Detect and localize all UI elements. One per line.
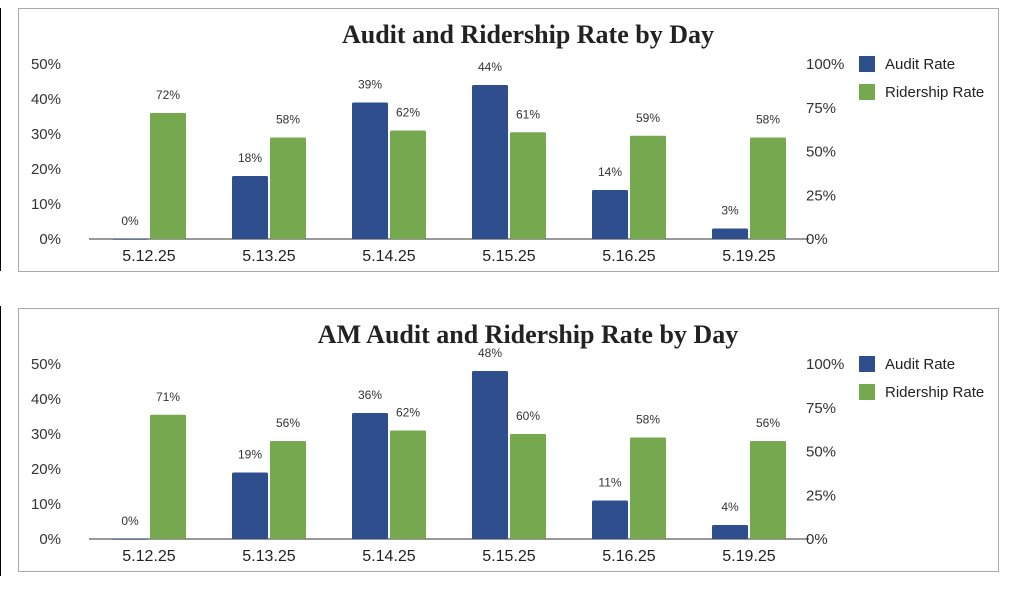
audit-rate-data-label: 0% xyxy=(121,514,139,528)
audit-rate-data-label: 3% xyxy=(721,204,739,218)
audit-rate-bar xyxy=(232,472,268,539)
y-left-tick-label: 50% xyxy=(31,356,61,373)
audit-rate-bar xyxy=(472,371,508,539)
audit-rate-data-label: 39% xyxy=(358,78,382,92)
audit-rate-legend-label: Audit Rate xyxy=(885,356,955,373)
ridership-rate-data-label: 58% xyxy=(636,413,660,427)
y-left-tick-label: 30% xyxy=(31,426,61,443)
chart-panel-daily: Audit and Ridership Rate by Day 0% 10% 20% 3… xyxy=(18,8,999,272)
ridership-rate-bar xyxy=(390,130,426,239)
ridership-rate-data-label: 58% xyxy=(276,113,300,127)
chart-title-am: AM Audit and Ridership Rate by Day xyxy=(318,320,738,349)
x-category-label: 5.12.25 xyxy=(122,548,175,565)
audit-rate-legend-swatch xyxy=(859,356,875,372)
ridership-rate-data-label: 60% xyxy=(516,409,540,423)
x-category-label: 5.15.25 xyxy=(482,248,535,265)
ridership-rate-bar xyxy=(390,430,426,539)
audit-rate-bar xyxy=(112,239,148,240)
ridership-rate-bar xyxy=(270,441,306,539)
y-right-tick-label: 25% xyxy=(806,487,836,504)
y-left-tick-label: 20% xyxy=(31,161,61,178)
x-category-label: 5.13.25 xyxy=(242,248,295,265)
ridership-rate-data-label: 72% xyxy=(156,88,180,102)
audit-rate-data-label: 0% xyxy=(121,214,139,228)
audit-rate-bar xyxy=(112,539,148,540)
audit-rate-bar xyxy=(232,176,268,239)
audit-rate-bar xyxy=(352,413,388,539)
chart-title-daily: Audit and Ridership Rate by Day xyxy=(342,20,714,49)
audit-rate-data-label: 14% xyxy=(598,165,622,179)
audit-rate-data-label: 18% xyxy=(238,151,262,165)
y-right-tick-label: 25% xyxy=(806,187,836,204)
audit-rate-data-label: 48% xyxy=(478,346,502,360)
ridership-rate-data-label: 62% xyxy=(396,406,420,420)
y-left-tick-label: 30% xyxy=(31,126,61,143)
chart-svg-am: AM Audit and Ridership Rate by Day 0% 10% 2… xyxy=(31,320,984,565)
y-right-tick-label: 75% xyxy=(806,100,836,117)
y-right-tick-label: 100% xyxy=(806,56,844,73)
y-right-tick-label: 75% xyxy=(806,400,836,417)
ridership-rate-data-label: 71% xyxy=(156,390,180,404)
y-right-tick-label: 50% xyxy=(806,444,836,461)
y-left-tick-label: 0% xyxy=(39,531,61,548)
ridership-rate-bar xyxy=(150,113,186,239)
ridership-rate-legend-label: Ridership Rate xyxy=(885,384,984,401)
y-left-tick-label: 0% xyxy=(39,231,61,248)
page-left-rule-bottom xyxy=(0,306,1,576)
ridership-rate-data-label: 62% xyxy=(396,106,420,120)
ridership-rate-data-label: 56% xyxy=(276,416,300,430)
audit-rate-bar xyxy=(712,228,748,239)
audit-rate-legend-swatch xyxy=(859,56,875,72)
x-category-label: 5.13.25 xyxy=(242,548,295,565)
page-left-rule-top xyxy=(0,8,1,271)
y-left-tick-label: 40% xyxy=(31,91,61,108)
audit-rate-bar xyxy=(712,525,748,539)
x-category-label: 5.19.25 xyxy=(722,548,775,565)
x-category-label: 5.12.25 xyxy=(122,248,175,265)
ridership-rate-bar xyxy=(750,137,786,239)
ridership-rate-bar xyxy=(750,441,786,539)
ridership-rate-bar xyxy=(510,434,546,539)
ridership-rate-bar xyxy=(630,135,666,239)
ridership-rate-bar xyxy=(630,437,666,539)
ridership-rate-bar xyxy=(510,132,546,239)
ridership-rate-data-label: 58% xyxy=(756,113,780,127)
y-right-tick-label: 0% xyxy=(806,231,828,248)
x-category-label: 5.19.25 xyxy=(722,248,775,265)
chart-panel-am: AM Audit and Ridership Rate by Day 0% 10% 2… xyxy=(18,308,999,572)
x-category-label: 5.16.25 xyxy=(602,548,655,565)
y-right-tick-label: 0% xyxy=(806,531,828,548)
ridership-rate-legend-swatch xyxy=(859,84,875,100)
audit-rate-bar xyxy=(472,85,508,239)
audit-rate-data-label: 36% xyxy=(358,388,382,402)
audit-rate-data-label: 44% xyxy=(478,60,502,74)
y-left-tick-label: 10% xyxy=(31,196,61,213)
ridership-rate-legend-label: Ridership Rate xyxy=(885,84,984,101)
ridership-rate-data-label: 56% xyxy=(756,416,780,430)
ridership-rate-bar xyxy=(270,137,306,239)
y-left-tick-label: 20% xyxy=(31,461,61,478)
audit-rate-data-label: 4% xyxy=(721,500,739,514)
audit-rate-bar xyxy=(592,500,628,539)
x-category-label: 5.16.25 xyxy=(602,248,655,265)
audit-rate-bar xyxy=(352,102,388,239)
y-right-tick-label: 100% xyxy=(806,356,844,373)
x-category-label: 5.15.25 xyxy=(482,548,535,565)
audit-rate-bar xyxy=(592,190,628,239)
audit-rate-data-label: 19% xyxy=(238,448,262,462)
ridership-rate-legend-swatch xyxy=(859,384,875,400)
y-left-tick-label: 40% xyxy=(31,391,61,408)
y-left-tick-label: 50% xyxy=(31,56,61,73)
ridership-rate-data-label: 61% xyxy=(516,107,540,121)
y-left-tick-label: 10% xyxy=(31,496,61,513)
y-right-tick-label: 50% xyxy=(806,144,836,161)
ridership-rate-data-label: 59% xyxy=(636,111,660,125)
audit-rate-data-label: 11% xyxy=(598,476,621,490)
x-category-label: 5.14.25 xyxy=(362,548,415,565)
audit-rate-legend-label: Audit Rate xyxy=(885,56,955,73)
chart-svg-daily: Audit and Ridership Rate by Day 0% 10% 20% 3… xyxy=(31,20,984,265)
ridership-rate-bar xyxy=(150,414,186,539)
x-category-label: 5.14.25 xyxy=(362,248,415,265)
